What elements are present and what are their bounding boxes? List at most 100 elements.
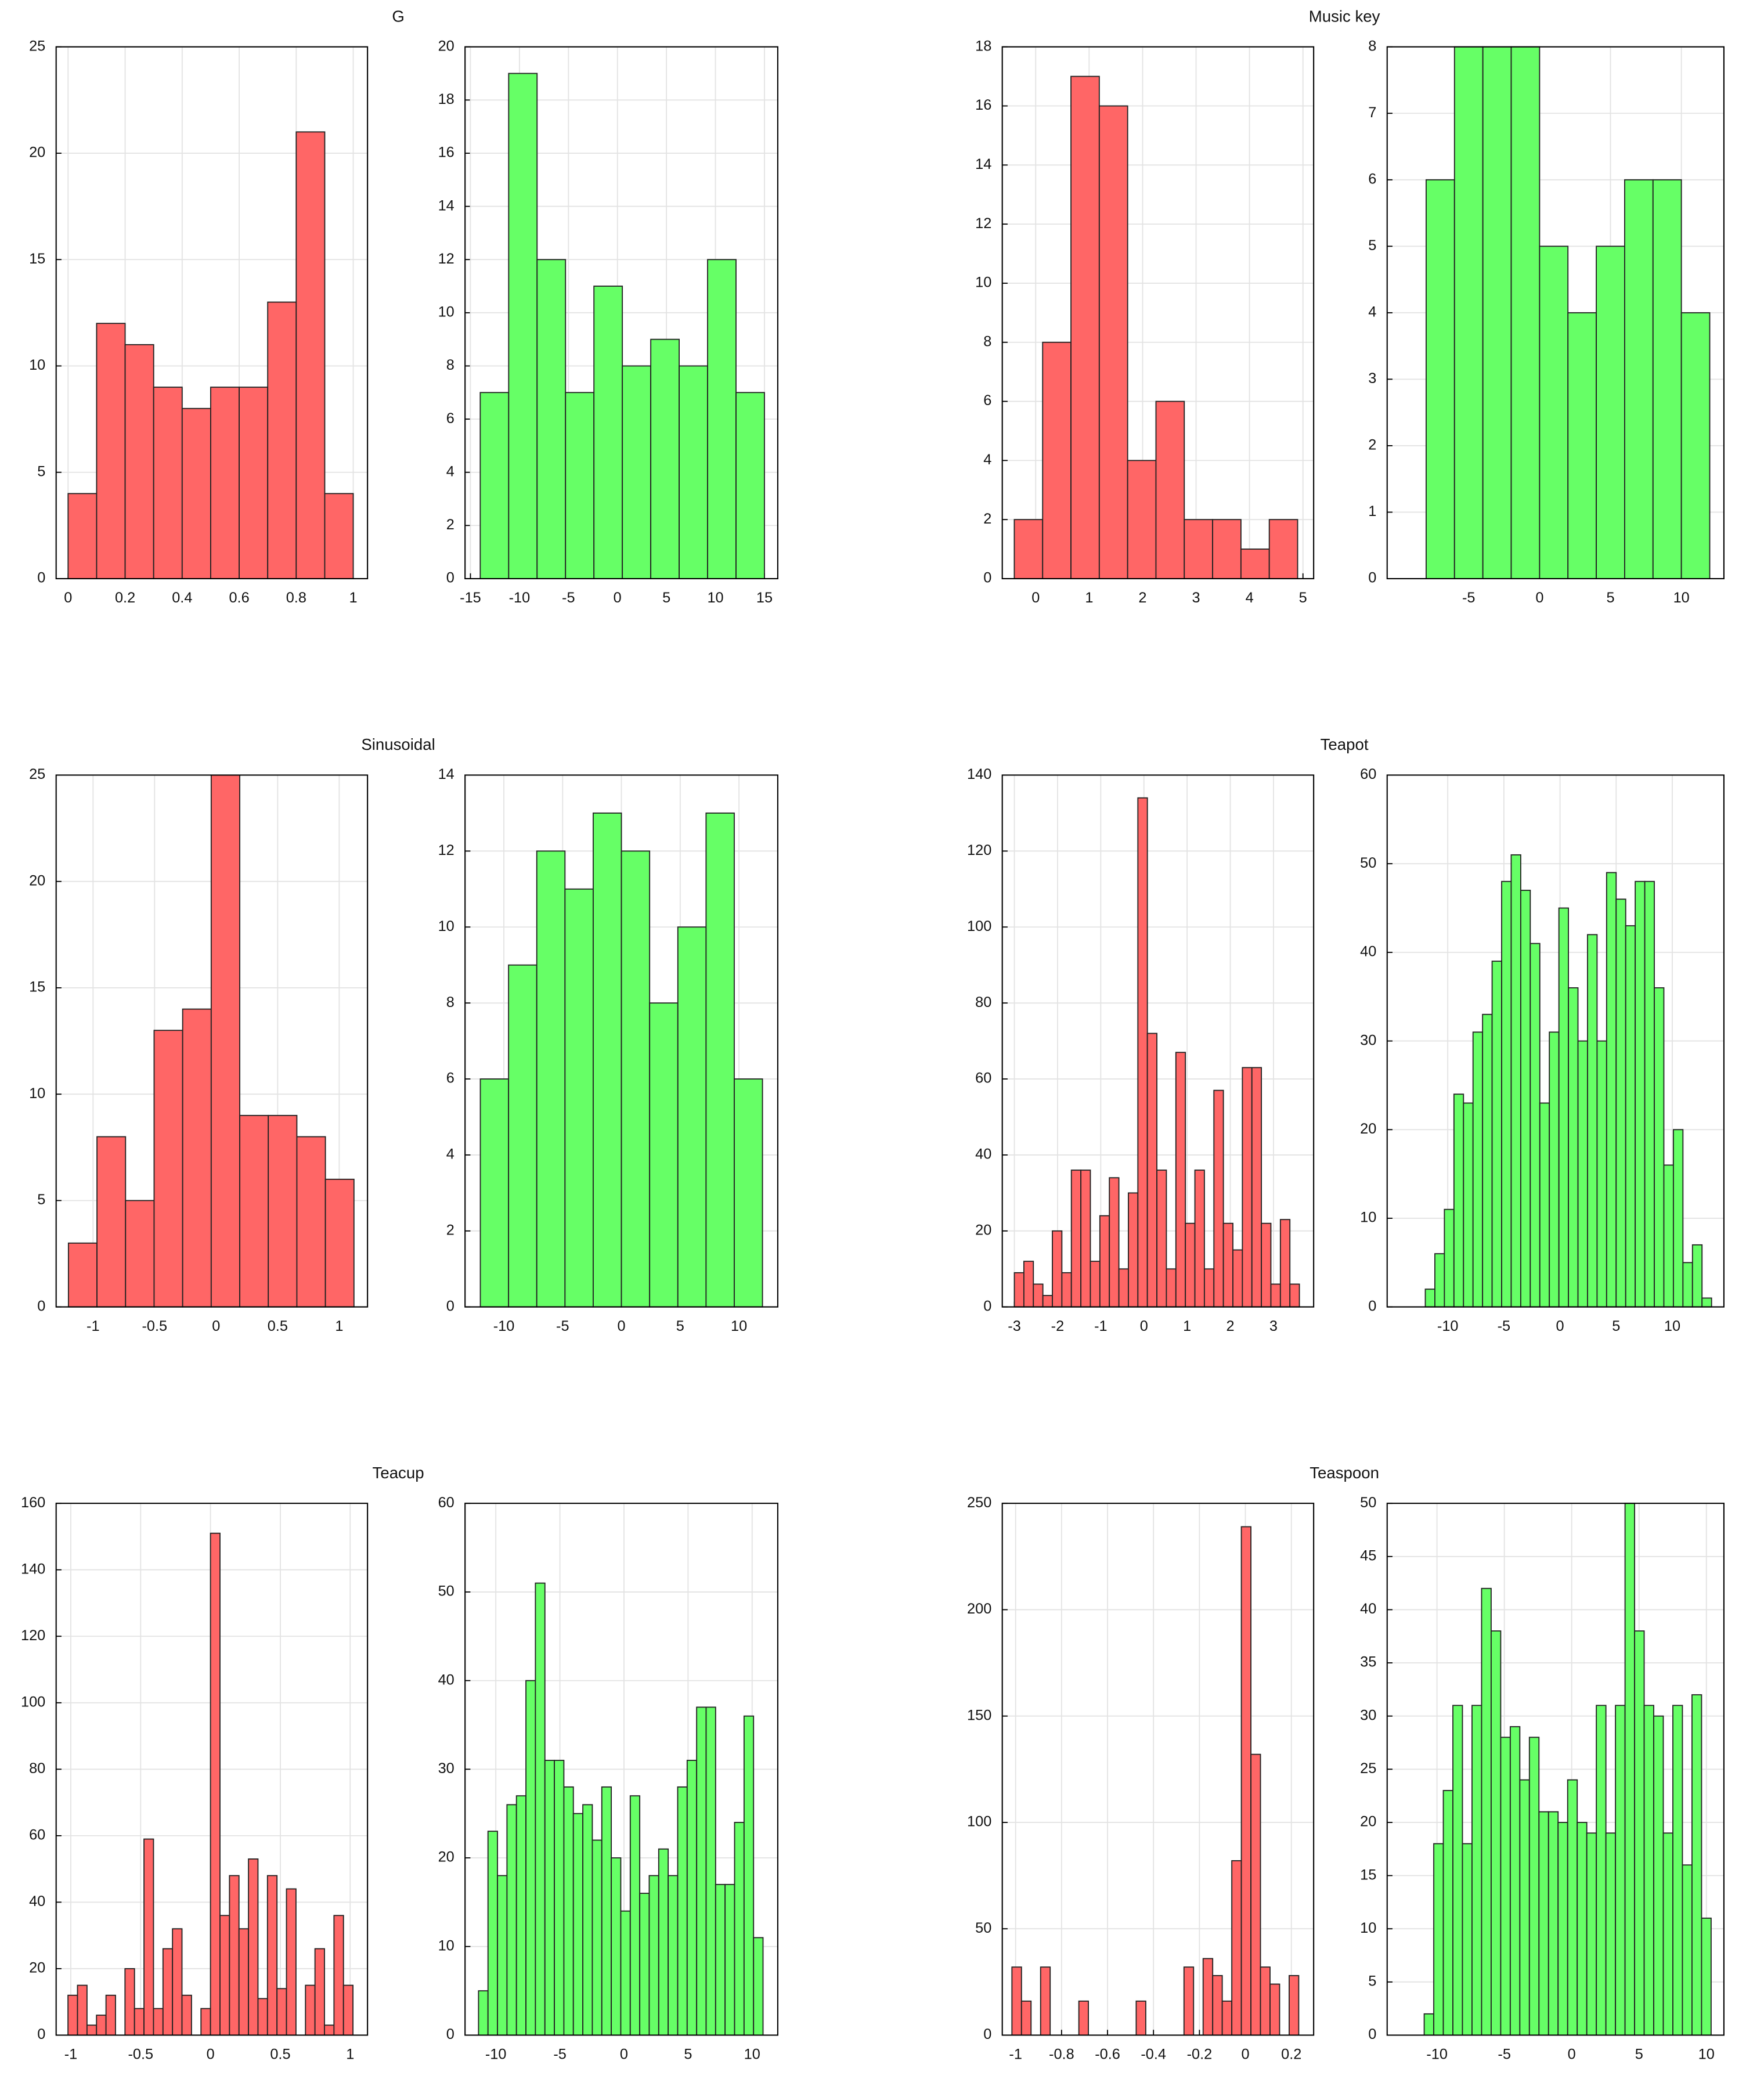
bar	[1212, 519, 1242, 579]
y-tick-label: 7	[1368, 104, 1376, 121]
y-tick-label: 2	[446, 1222, 454, 1239]
y-tick-label: 40	[1360, 944, 1376, 960]
bar	[621, 850, 651, 1308]
y-tick-label: 20	[438, 38, 454, 54]
bar	[1109, 1177, 1120, 1308]
bar	[1568, 987, 1579, 1308]
bar	[1269, 1983, 1280, 2036]
bar	[1539, 1102, 1550, 1308]
y-tick-label: 4	[983, 452, 991, 468]
bar	[266, 1875, 278, 2036]
x-tick-label: 5	[1606, 590, 1614, 606]
y-tick-label: 18	[438, 91, 454, 107]
bar	[1090, 1261, 1101, 1308]
y-tick-label: 100	[21, 1694, 45, 1710]
histogram-panel: 0 10 20 30 40 50 60 -10 -5 0 5 10	[438, 1495, 778, 2063]
bar	[1635, 880, 1646, 1308]
x-tick-label: 1	[349, 590, 358, 606]
bar	[1643, 1705, 1654, 2036]
bar	[153, 2008, 164, 2036]
bar	[1558, 907, 1570, 1308]
bar	[182, 1008, 212, 1308]
x-tick-label: -10	[493, 1318, 515, 1334]
y-tick-label: 5	[1368, 237, 1376, 254]
bar	[629, 1795, 641, 2036]
bar	[1567, 1779, 1578, 2036]
bar	[67, 493, 98, 579]
x-tick-label: 1	[335, 1318, 343, 1334]
y-tick-label: 10	[29, 357, 45, 373]
x-tick-label: -5	[1498, 1318, 1511, 1334]
bar	[1701, 1297, 1712, 1308]
y-tick-label: 60	[975, 1070, 991, 1086]
bar	[1615, 1705, 1626, 2036]
x-tick-label: 0.4	[172, 590, 192, 606]
y-tick-label: 20	[1360, 1121, 1376, 1137]
x-tick-label: -5	[1462, 590, 1476, 606]
x-tick-label: -5	[562, 590, 575, 606]
bar	[153, 387, 183, 579]
bar	[305, 1984, 316, 2036]
bar	[650, 338, 680, 579]
bar	[601, 1786, 612, 2036]
bar	[1577, 1822, 1588, 2036]
bar	[1605, 1832, 1617, 2036]
y-tick-label: 20	[438, 1849, 454, 1865]
y-tick-label: 4	[446, 463, 454, 479]
y-tick-label: 0	[983, 2026, 991, 2042]
bar	[124, 1968, 135, 2036]
y-tick-label: 25	[1360, 1760, 1376, 1777]
bar	[77, 1984, 88, 2036]
y-tick-label: 25	[29, 38, 45, 54]
y-tick-label: 20	[975, 1222, 991, 1239]
bar	[1549, 1031, 1560, 1308]
x-tick-label: -0.8	[1049, 2046, 1074, 2063]
bar	[86, 2024, 98, 2036]
bar	[536, 850, 566, 1308]
y-tick-label: 10	[438, 1937, 454, 1954]
y-tick-label: 0	[1368, 1298, 1376, 1314]
y-tick-label: 15	[29, 979, 45, 995]
bar	[324, 2024, 335, 2036]
bar	[572, 1813, 584, 2036]
x-tick-label: 0	[1242, 2046, 1250, 2063]
y-tick-label: 100	[967, 1814, 991, 1830]
bar	[105, 1994, 116, 2036]
bar	[1463, 1102, 1474, 1308]
bar	[210, 1532, 221, 2036]
bar	[162, 1948, 174, 2036]
x-tick-label: -15	[460, 590, 481, 606]
bar	[210, 387, 240, 579]
bar	[1213, 1089, 1224, 1308]
x-tick-label: -0.4	[1141, 2046, 1166, 2063]
bar	[1078, 2000, 1090, 2036]
bar	[1624, 179, 1654, 579]
y-tick-label: 18	[975, 38, 991, 54]
bar	[96, 2015, 107, 2036]
y-tick-label: 0	[983, 1298, 991, 1314]
bar	[593, 286, 623, 579]
bar	[267, 301, 297, 579]
bar	[314, 1948, 325, 2036]
bar	[324, 1178, 355, 1308]
y-tick-label: 10	[1360, 1920, 1376, 1936]
x-tick-label: 0	[1568, 2046, 1576, 2063]
bar	[707, 259, 737, 579]
histogram-panel: 0 10 20 30 40 50 60 -10 -5 0 5 10	[1360, 766, 1725, 1334]
bar	[648, 1875, 659, 2036]
y-tick-label: 40	[1360, 1601, 1376, 1617]
bar	[536, 259, 567, 579]
bar	[1184, 519, 1214, 579]
bar	[677, 926, 707, 1308]
chart-title: Teapot	[1321, 735, 1369, 753]
x-tick-label: -0.2	[1187, 2046, 1213, 2063]
y-tick-label: 2	[446, 517, 454, 533]
bar	[1662, 1832, 1673, 2036]
bar	[705, 1706, 716, 2036]
bar	[1557, 1822, 1568, 2036]
bar	[1023, 1261, 1034, 1308]
bar	[1042, 1295, 1053, 1308]
x-tick-label: 1	[346, 2046, 354, 2063]
y-tick-label: 8	[446, 994, 454, 1010]
bar	[1453, 46, 1484, 579]
